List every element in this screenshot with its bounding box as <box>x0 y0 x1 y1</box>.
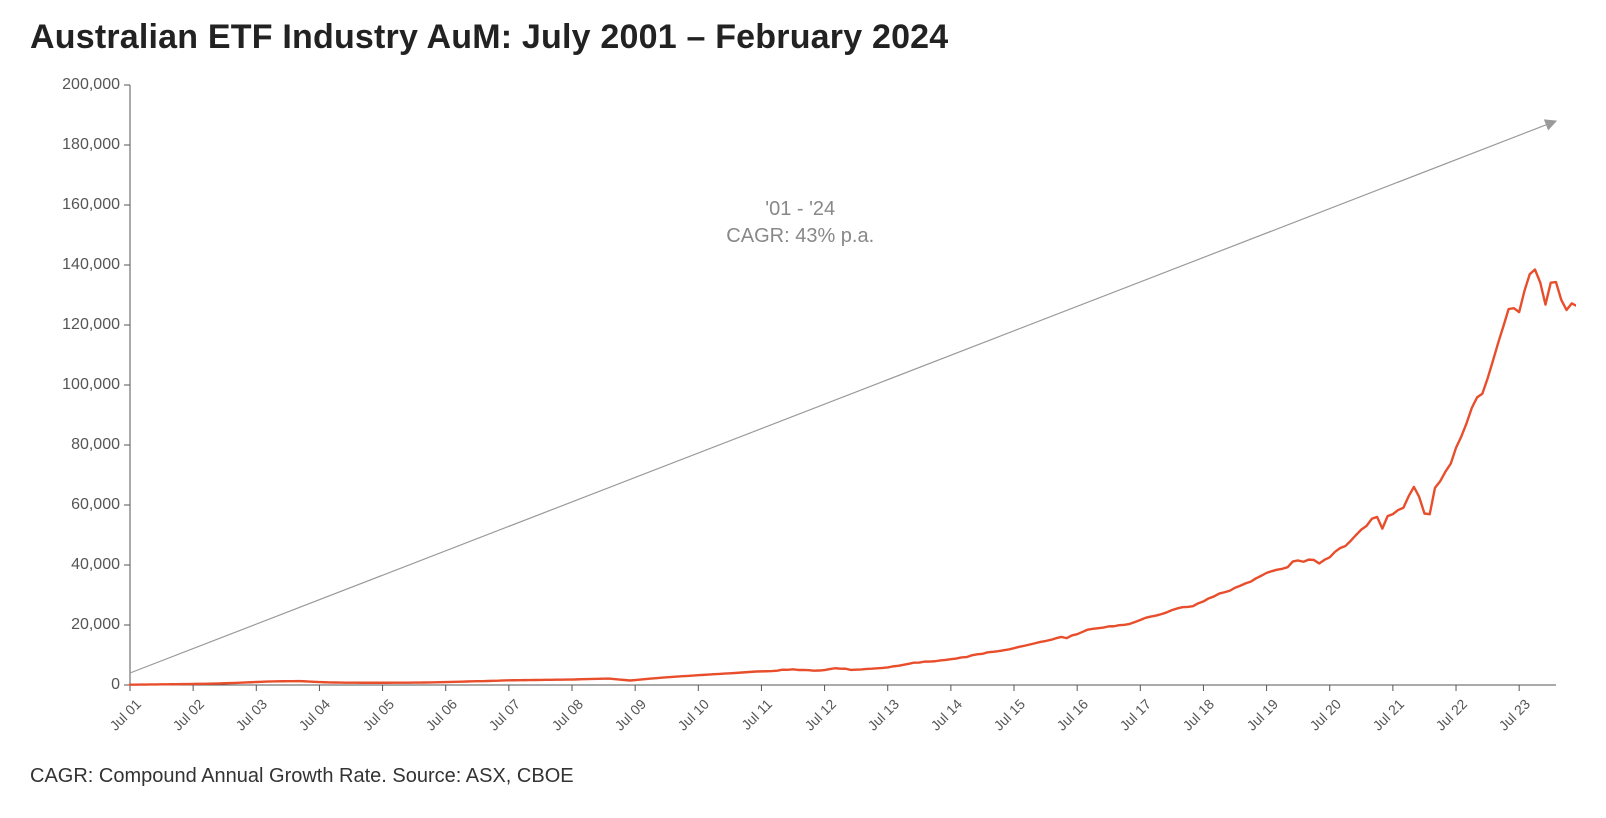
y-tick-label: 180,000 <box>62 136 130 154</box>
y-tick-label: 120,000 <box>62 316 130 334</box>
chart-svg <box>30 75 1576 755</box>
y-tick-label: 140,000 <box>62 256 130 274</box>
y-tick-label: 40,000 <box>71 556 130 574</box>
chart-title: Australian ETF Industry AuM: July 2001 –… <box>30 18 1576 57</box>
axes <box>124 85 1556 691</box>
chart-plot-area: 0 20,000 40,000 60,000 80,000 100,000 120,000 1… <box>30 75 1576 755</box>
y-tick-label: 60,000 <box>71 496 130 514</box>
y-tick-label: 160,000 <box>62 196 130 214</box>
chart-footnote: CAGR: Compound Annual Growth Rate. Sourc… <box>30 765 1576 788</box>
y-tick-label: 80,000 <box>71 436 130 454</box>
chart-container: Australian ETF Industry AuM: July 2001 –… <box>0 0 1606 818</box>
y-tick-label: 200,000 <box>62 76 130 94</box>
y-tick-label: 100,000 <box>62 376 130 394</box>
y-tick-label: 20,000 <box>71 616 130 634</box>
data-line <box>130 117 1576 684</box>
y-tick-label: 0 <box>111 676 130 694</box>
trend-arrow <box>130 121 1556 673</box>
